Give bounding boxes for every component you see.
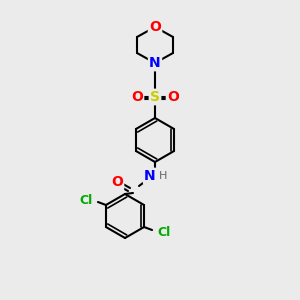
Text: N: N [149,56,161,70]
Text: O: O [111,175,123,189]
Text: N: N [144,169,156,183]
Text: Cl: Cl [158,226,171,238]
Text: O: O [149,20,161,34]
Text: Cl: Cl [79,194,93,206]
Text: H: H [159,171,167,181]
Text: O: O [167,90,179,104]
Text: O: O [131,90,143,104]
Text: S: S [150,90,160,104]
